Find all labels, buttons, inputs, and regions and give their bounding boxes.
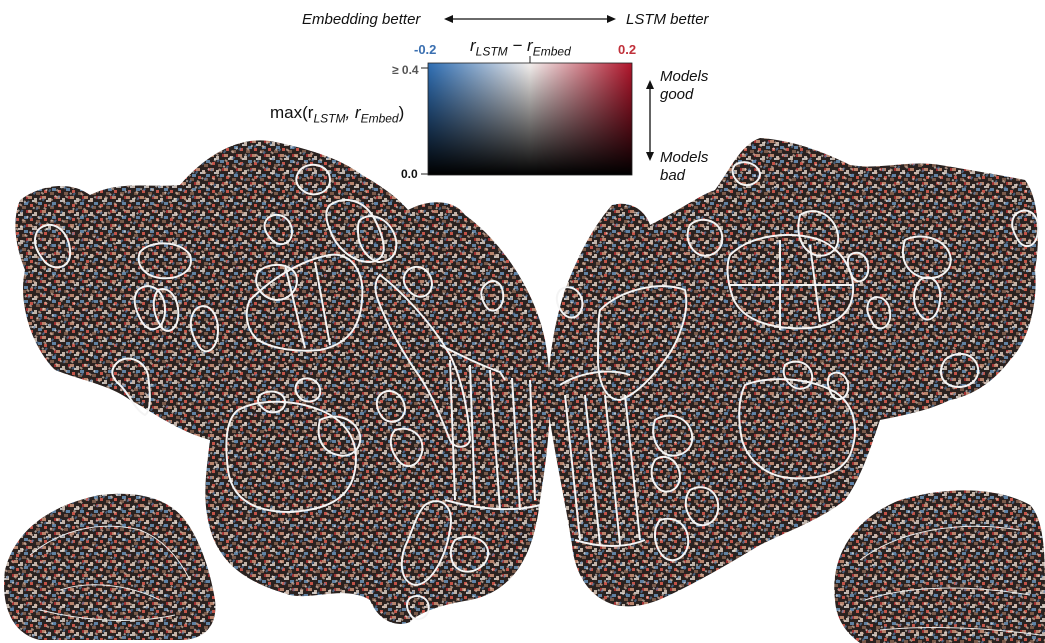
max-sub-lstm: LSTM — [313, 111, 346, 126]
left-inflated-brain — [4, 493, 216, 640]
models-good-text: Models good — [660, 68, 709, 103]
models-bad-text: Models bad — [660, 149, 709, 184]
colorbar-y-top-label: ≥ 0.4 — [392, 63, 419, 77]
formula-sub-lstm: LSTM — [475, 44, 508, 59]
right-inflated-brain — [834, 490, 1045, 643]
lstm-better-label: LSTM better — [626, 11, 709, 28]
colorbar-2d — [421, 56, 633, 176]
difference-formula: rLSTM − rEmbed — [470, 36, 571, 58]
colorbar-max-label: 0.2 — [618, 42, 637, 57]
formula-sub-embed: Embed — [532, 44, 571, 59]
models-good-label: Models good — [660, 68, 720, 104]
max-formula: max(rLSTM, rEmbed) — [270, 103, 404, 125]
max-sub-embed: Embed — [360, 111, 399, 126]
colorbar-min-label: -0.2 — [414, 42, 437, 57]
max-mid: , r — [345, 103, 361, 122]
formula-minus: − r — [507, 36, 533, 55]
colorbar-y-bottom-label: 0.0 — [401, 167, 418, 181]
max-suffix: ) — [398, 103, 405, 122]
right-flatmap — [548, 138, 1040, 607]
vertical-arrow — [646, 80, 654, 161]
formula-r: r — [470, 36, 476, 55]
header-arrow — [444, 15, 616, 23]
models-bad-label: Models bad — [660, 149, 720, 185]
left-flatmap — [15, 140, 550, 624]
max-prefix: max(r — [270, 103, 314, 122]
embedding-better-label: Embedding better — [302, 11, 421, 28]
